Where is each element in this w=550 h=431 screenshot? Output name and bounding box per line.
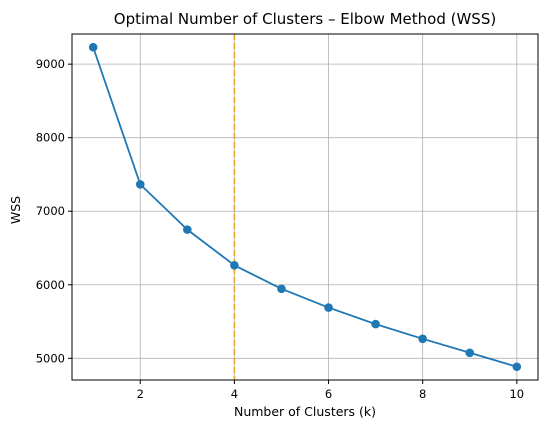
grid-lines	[72, 34, 538, 380]
y-tick-label: 5000	[36, 351, 65, 365]
series-layer	[88, 42, 522, 372]
wss-data-point	[324, 303, 333, 312]
wss-data-point	[418, 334, 427, 344]
x-tick-label: 10	[509, 387, 524, 401]
y-tick-label: 9000	[36, 57, 65, 71]
wss-data-point	[183, 225, 192, 234]
x-tick-label: 4	[231, 387, 238, 401]
y-axis-ticks: 5000 6000 7000 8000 9000	[36, 57, 72, 365]
chart-title: Optimal Number of Clusters – Elbow Metho…	[114, 10, 496, 28]
plot-area-frame	[71, 33, 539, 381]
wss-data-point	[512, 362, 522, 372]
wss-data-point	[277, 284, 286, 294]
wss-data-point	[230, 260, 239, 270]
x-axis-ticks: 2 4 6 8 10	[137, 380, 524, 401]
x-axis-label: Number of Clusters (k)	[234, 404, 376, 419]
wss-data-point	[88, 42, 98, 52]
x-tick-label: 6	[325, 387, 332, 401]
wss-data-point	[135, 180, 145, 189]
wss-series-line	[92, 46, 518, 368]
y-tick-label: 6000	[36, 278, 65, 292]
y-axis-label: WSS	[8, 196, 23, 224]
wss-data-point	[371, 319, 380, 329]
wss-data-point	[465, 348, 475, 358]
y-tick-label: 7000	[36, 204, 65, 218]
x-tick-label: 8	[419, 387, 426, 401]
x-tick-label: 2	[137, 387, 144, 401]
y-tick-label: 8000	[36, 131, 65, 145]
